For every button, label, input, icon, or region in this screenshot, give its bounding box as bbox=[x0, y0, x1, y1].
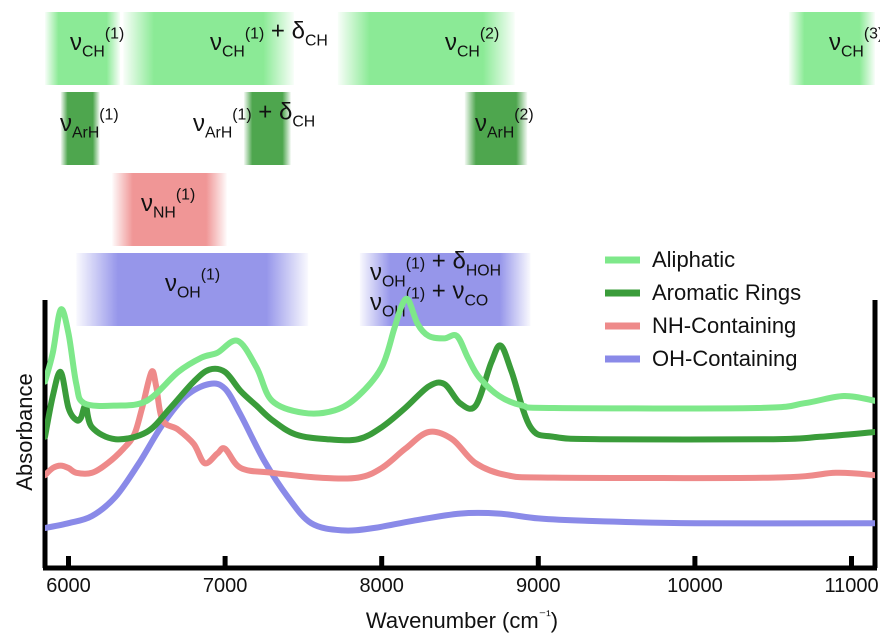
band-box bbox=[243, 92, 291, 165]
band-label: νArH(1) + δCH bbox=[193, 99, 315, 142]
series-line-oh-containing bbox=[45, 380, 875, 534]
band-label: νArH(2) bbox=[475, 107, 534, 142]
x-tick-label: 9000 bbox=[516, 575, 561, 597]
band-label: νCH(2) bbox=[445, 26, 499, 61]
x-tick-label: 8000 bbox=[359, 575, 404, 597]
band-label: νCH(1) + δCH bbox=[210, 18, 328, 61]
legend: Aliphatic Aromatic Rings NH-Containing OH-C… bbox=[605, 247, 801, 371]
spectra bbox=[45, 295, 875, 534]
y-axis-label: Absorbance bbox=[12, 373, 37, 490]
x-tick-label: 10000 bbox=[667, 575, 723, 597]
x-tick-label: 6000 bbox=[46, 575, 91, 597]
band-box bbox=[123, 12, 295, 85]
band-box bbox=[45, 12, 121, 85]
x-tick-label: 11000 bbox=[824, 575, 878, 597]
band-label: νArH(1) bbox=[60, 107, 119, 142]
series-line-aliphatic bbox=[45, 295, 875, 417]
band-box bbox=[464, 92, 528, 165]
band-label: νCH(3) bbox=[829, 26, 880, 61]
band-box bbox=[76, 253, 309, 326]
band-box bbox=[112, 173, 227, 246]
band-box bbox=[359, 253, 531, 326]
band-label: νOH(1) bbox=[165, 267, 220, 302]
x-tick-label: 7000 bbox=[203, 575, 248, 597]
legend-label: NH-Containing bbox=[652, 313, 796, 338]
legend-label: OH-Containing bbox=[652, 346, 798, 371]
series-line-nh-containing bbox=[45, 368, 875, 482]
legend-label: Aromatic Rings bbox=[652, 280, 801, 305]
band-box bbox=[788, 12, 875, 85]
band-label: νCH(1) bbox=[70, 26, 124, 61]
legend-label: Aliphatic bbox=[652, 247, 735, 272]
x-axis-label: Wavenumber (cm⁻¹) bbox=[366, 607, 558, 633]
band-box bbox=[337, 12, 515, 85]
band-box bbox=[60, 92, 100, 165]
assignment-bands: νCH(1) νCH(1) + δCH νCH(2) νCH(3) νArH(1) νAr… bbox=[45, 12, 880, 326]
band-label: νOH(1) + δHOH bbox=[370, 248, 501, 291]
band-label: νNH(1) bbox=[141, 187, 195, 222]
